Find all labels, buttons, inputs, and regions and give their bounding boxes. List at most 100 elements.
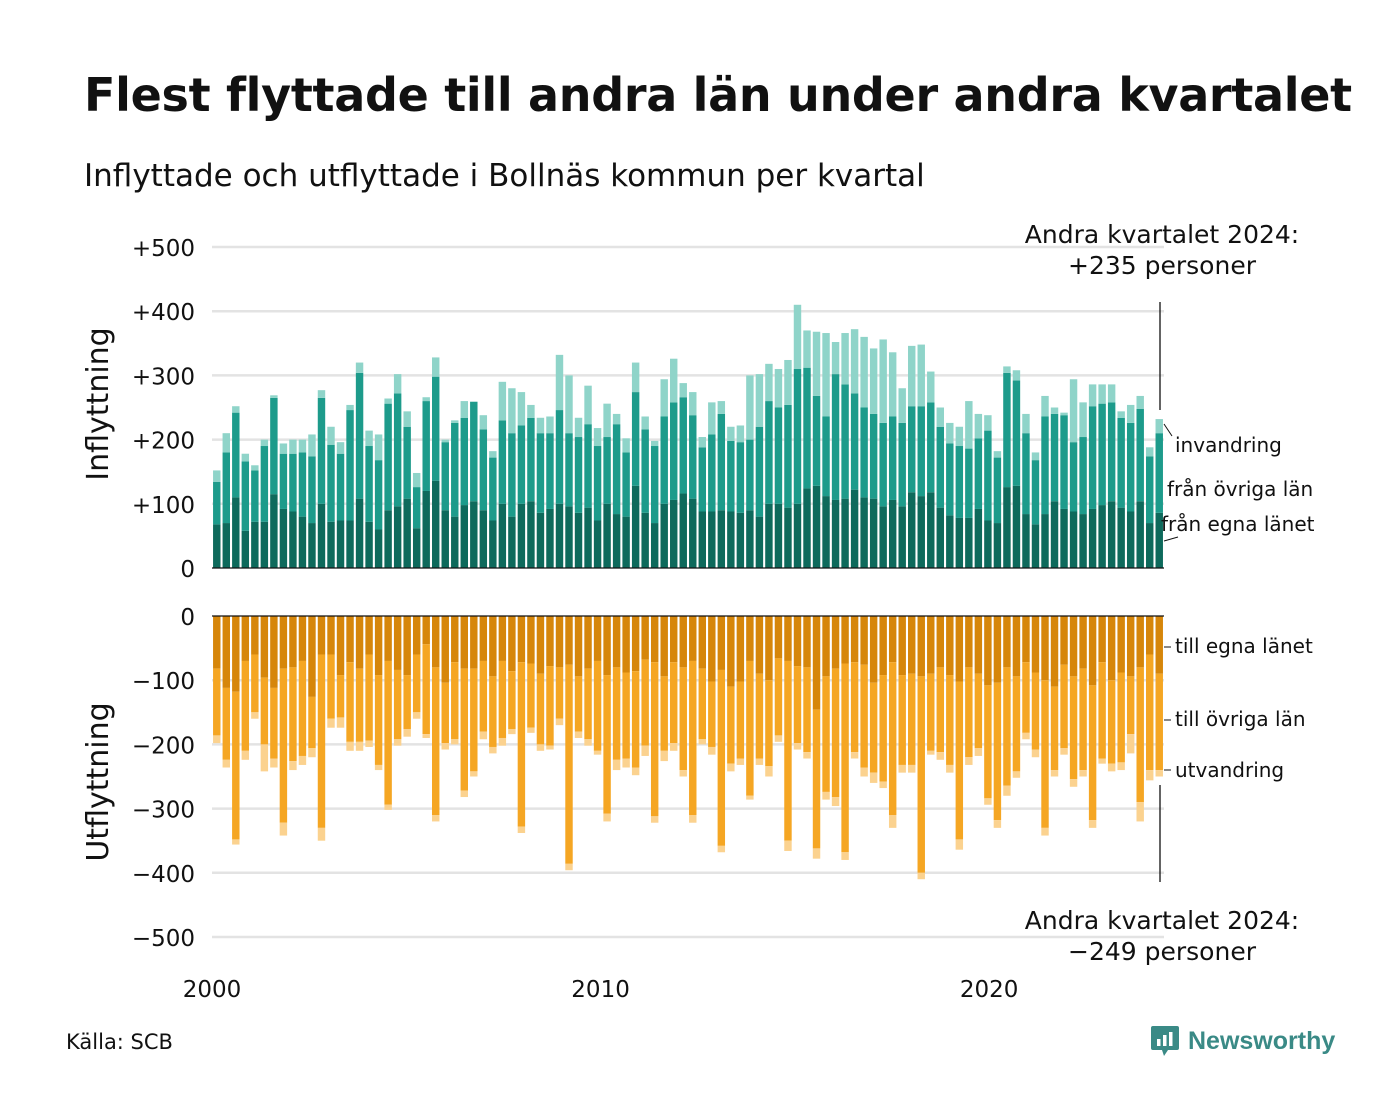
- outflow-bar-other: [584, 668, 592, 740]
- label-leader-invandring: [1163, 423, 1173, 437]
- inflow-bar-other: [946, 443, 954, 516]
- inflow-bar-other: [908, 406, 916, 493]
- series-label-till-ovriga-lan: till övriga län: [1175, 707, 1306, 731]
- outflow-bar-emi: [1050, 770, 1059, 777]
- inflow-bar-imm: [708, 402, 716, 435]
- inflow-bar-own: [1146, 523, 1154, 568]
- inflow-bar-other: [879, 422, 887, 507]
- outflow-bar-other: [232, 691, 240, 840]
- outflow-bar-own: [1088, 616, 1097, 686]
- outflow-bar-own: [451, 616, 459, 663]
- inflow-bar-other: [584, 424, 592, 508]
- outflow-bar-emi: [774, 735, 783, 742]
- outflow-bar-other: [650, 662, 659, 817]
- inflow-bar-other: [1041, 416, 1049, 515]
- inflow-bar-other: [251, 470, 259, 522]
- outflow-bar-emi: [965, 757, 973, 765]
- outflow-bar-own: [927, 616, 935, 674]
- inflow-bar-own: [984, 520, 992, 568]
- inflow-bar-own: [803, 488, 811, 568]
- outflow-bar-own: [251, 616, 259, 655]
- inflow-bar-imm: [1003, 366, 1011, 373]
- inflow-bar-other: [650, 446, 659, 524]
- outflow-bar-emi: [812, 848, 821, 859]
- outflow-bar-other: [270, 687, 278, 759]
- inflow-bar-own: [955, 517, 964, 568]
- outflow-bar-own: [612, 616, 621, 668]
- outflow-bar-own: [831, 616, 840, 669]
- inflow-bar-own: [841, 498, 849, 568]
- outflow-bar-other: [1022, 662, 1030, 733]
- inflow-bar-other: [869, 413, 878, 499]
- outflow-bar-emi: [460, 790, 468, 798]
- outflow-bar-emi: [946, 764, 954, 773]
- inflow-bar-imm: [727, 426, 735, 441]
- inflow-bar-other: [622, 452, 630, 517]
- inflow-bar-other: [508, 433, 516, 517]
- outflow-bar-other: [451, 662, 459, 740]
- outflow-bar-own: [460, 616, 468, 669]
- inflow-bar-imm: [1069, 379, 1078, 443]
- outflow-bar-other: [984, 685, 992, 799]
- outflow-bar-own: [1012, 616, 1021, 677]
- inflow-bar-other: [793, 368, 802, 504]
- series-label-fran-egna-lanet: från egna länet: [1161, 512, 1315, 536]
- outflow-bar-emi: [698, 739, 706, 745]
- inflow-bar-own: [717, 510, 726, 568]
- outflow-bar-other: [1136, 667, 1144, 803]
- inflow-bar-other: [927, 402, 935, 493]
- inflow-bar-other: [460, 417, 468, 506]
- inflow-bar-imm: [698, 437, 706, 448]
- inflow-bar-own: [460, 505, 468, 568]
- outflow-bar-other: [308, 696, 316, 749]
- outflow-bar-own: [736, 616, 745, 682]
- outflow-bar-other: [336, 675, 345, 718]
- inflow-bar-other: [803, 367, 811, 489]
- outflow-bar-own: [336, 616, 345, 676]
- outflow-bar-emi: [593, 750, 602, 755]
- outflow-bar-emi: [270, 758, 278, 768]
- inflow-bar-own: [822, 496, 830, 568]
- outflow-bar-emi: [1079, 770, 1087, 777]
- outflow-bar-emi: [279, 822, 288, 836]
- inflow-bars: [212, 304, 1164, 569]
- inflow-bar-imm: [336, 442, 345, 454]
- outflow-bar-emi: [898, 764, 906, 773]
- inflow-bar-imm: [584, 385, 592, 425]
- inflow-bar-imm: [612, 413, 621, 425]
- outflow-bar-other: [289, 667, 297, 762]
- inflow-bar-own: [346, 520, 354, 568]
- inflow-bar-imm: [1155, 419, 1163, 434]
- inflow-bar-other: [441, 442, 449, 511]
- outflow-bar-emi: [641, 745, 649, 756]
- outflow-bar-other: [908, 673, 916, 765]
- outflow-bar-emi: [803, 752, 811, 759]
- outflow-bar-own: [869, 616, 878, 683]
- outflow-bar-own: [308, 616, 316, 697]
- outflow-bar-emi: [222, 759, 230, 768]
- outflow-bar-other: [679, 667, 687, 771]
- outflow-bar-own: [365, 616, 373, 655]
- outflow-bar-emi: [574, 731, 583, 738]
- outflow-bar-other: [1107, 680, 1116, 764]
- inflow-bar-other: [1136, 408, 1144, 502]
- outflow-bar-other: [860, 664, 868, 768]
- y-tick-label: +200: [132, 429, 195, 455]
- inflow-bar-other: [317, 397, 326, 504]
- inflow-bar-own: [641, 512, 649, 568]
- inflow-bar-other: [1069, 442, 1078, 512]
- outflow-bar-other: [1155, 673, 1163, 771]
- inflow-bar-own: [812, 485, 821, 568]
- outflow-bar-emi: [289, 761, 297, 771]
- outflow-bar-other: [498, 660, 507, 738]
- inflow-bar-own: [1079, 514, 1087, 568]
- outflow-bar-own: [955, 616, 964, 682]
- inflow-bar-other: [241, 461, 250, 531]
- outflow-bar-other: [346, 662, 354, 742]
- inflow-bar-imm: [670, 358, 678, 403]
- outflow-bar-own: [1117, 616, 1125, 673]
- inflow-bar-other: [308, 456, 316, 524]
- inflow-bar-imm: [869, 348, 878, 414]
- inflow-bar-other: [1079, 437, 1087, 515]
- inflow-bar-other: [565, 433, 573, 507]
